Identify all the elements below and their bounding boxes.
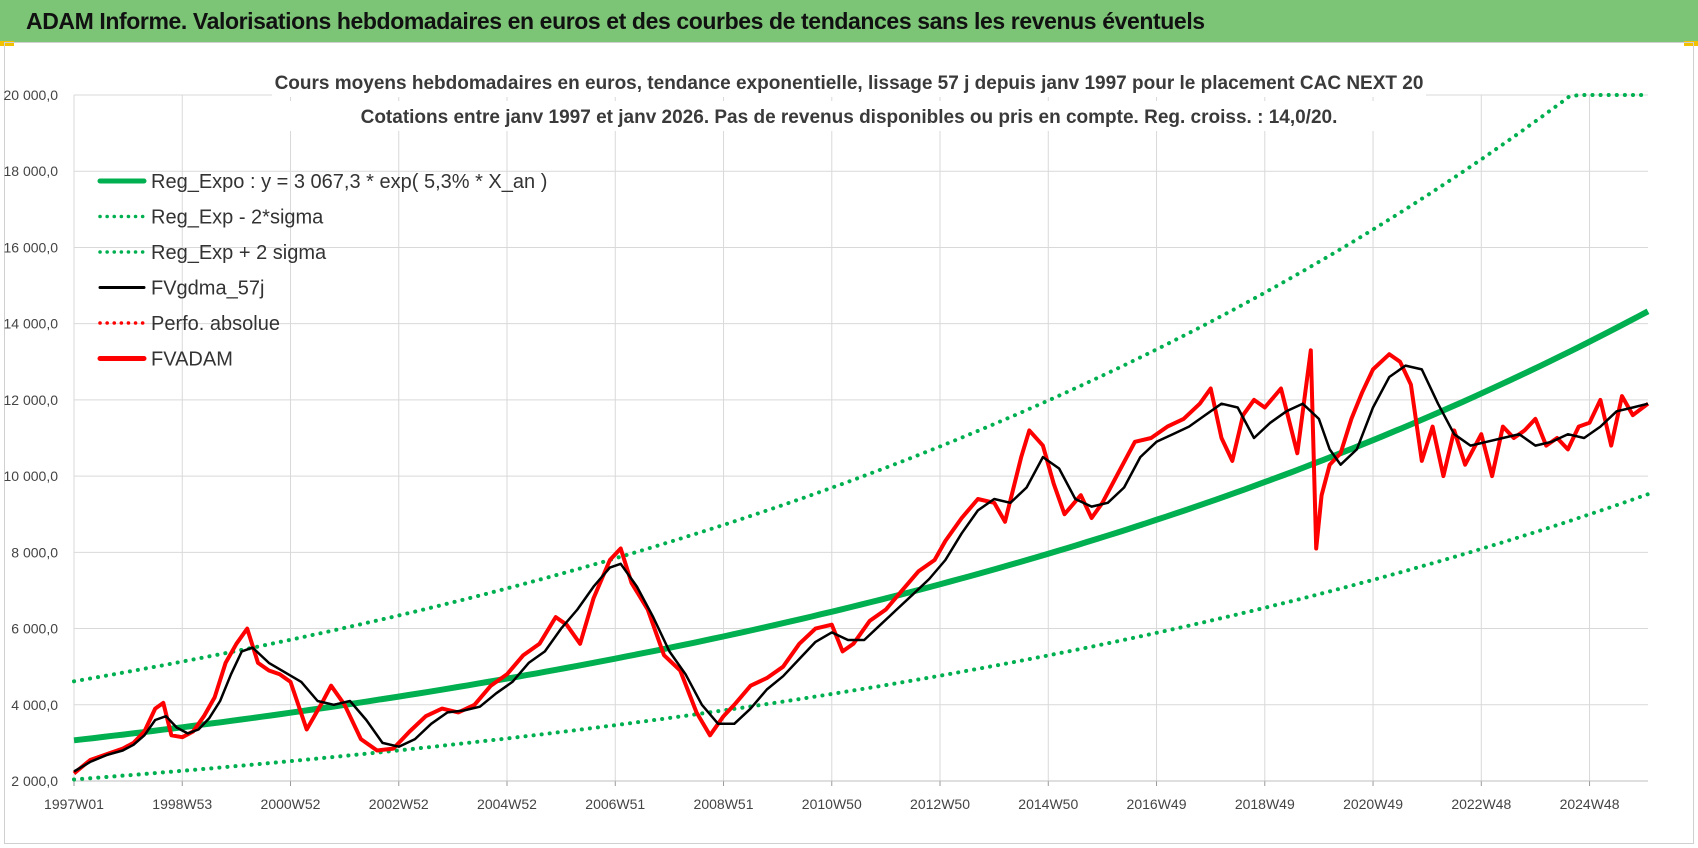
axes: 2 000,0 4 000,0 6 000,0 8 000,0 10 000,0 12 0… <box>4 87 1648 812</box>
chart-legend: Reg_Expo : y = 3 067,3 * exp( 5,3% * X_a… <box>97 171 547 371</box>
y-tick-label: 4 000,0 <box>11 697 58 713</box>
title-background <box>272 67 1426 97</box>
y-tick-label: 10 000,0 <box>4 468 59 484</box>
x-tick-label: 1998W53 <box>152 796 212 812</box>
trend-regression-line <box>73 308 1650 744</box>
x-tick-label: 1997W01 <box>44 796 104 812</box>
report-banner: ADAM Informe. Valorisations hebdomadaire… <box>0 0 1698 43</box>
title-background <box>272 101 1426 131</box>
x-tick-label: 2008W51 <box>694 796 754 812</box>
x-tick-label: 2002W52 <box>369 796 429 812</box>
chart-title: Cours moyens hebdomadaires en euros, ten… <box>272 67 1426 131</box>
chart-title-line: Cours moyens hebdomadaires en euros, ten… <box>275 73 1424 94</box>
legend-label: FVADAM <box>151 349 233 371</box>
report-title: ADAM Informe. Valorisations hebdomadaire… <box>26 8 1205 34</box>
legend-label: Reg_Exp - 2*sigma <box>151 207 324 229</box>
grid-lines <box>73 94 1648 782</box>
x-tick-label: 2022W48 <box>1451 796 1511 812</box>
x-tick-label: 2020W49 <box>1343 796 1403 812</box>
y-tick-label: 20 000,0 <box>4 87 59 103</box>
x-tick-label: 2004W52 <box>477 796 537 812</box>
corner-mark-left <box>0 41 14 46</box>
x-tick-label: 2010W50 <box>802 796 862 812</box>
x-tick-label: 2000W52 <box>261 796 321 812</box>
y-tick-label: 18 000,0 <box>4 163 59 179</box>
legend-label: FVgdma_57j <box>151 278 264 300</box>
y-tick-label: 6 000,0 <box>11 621 58 637</box>
corner-mark-right <box>1684 41 1698 46</box>
x-tick-label: 2006W51 <box>585 796 645 812</box>
legend-label: Reg_Exp + 2 sigma <box>151 242 327 264</box>
legend-label: Reg_Expo : y = 3 067,3 * exp( 5,3% * X_a… <box>151 171 547 193</box>
y-tick-label: 8 000,0 <box>11 544 58 560</box>
legend-label: Perfo. absolue <box>151 313 280 335</box>
y-tick-label: 14 000,0 <box>4 316 59 332</box>
trend-lower-line <box>72 492 1650 782</box>
x-tick-label: 2016W49 <box>1127 796 1187 812</box>
y-tick-label: 12 000,0 <box>4 392 59 408</box>
series-fvadam-line <box>72 348 1650 775</box>
x-tick-label: 2012W50 <box>910 796 970 812</box>
series-layer <box>72 93 1650 782</box>
x-tick-label: 2014W50 <box>1018 796 1078 812</box>
x-tick-label: 2024W48 <box>1560 796 1620 812</box>
series-fvgdma-line <box>73 364 1649 773</box>
chart-title-line: Cotations entre janv 1997 et janv 2026. … <box>361 107 1338 128</box>
x-tick-label: 2018W49 <box>1235 796 1295 812</box>
y-tick-label: 16 000,0 <box>4 239 59 255</box>
trend-upper-line <box>72 93 1650 684</box>
y-tick-label: 2 000,0 <box>11 773 58 789</box>
chart-frame <box>4 42 1694 844</box>
